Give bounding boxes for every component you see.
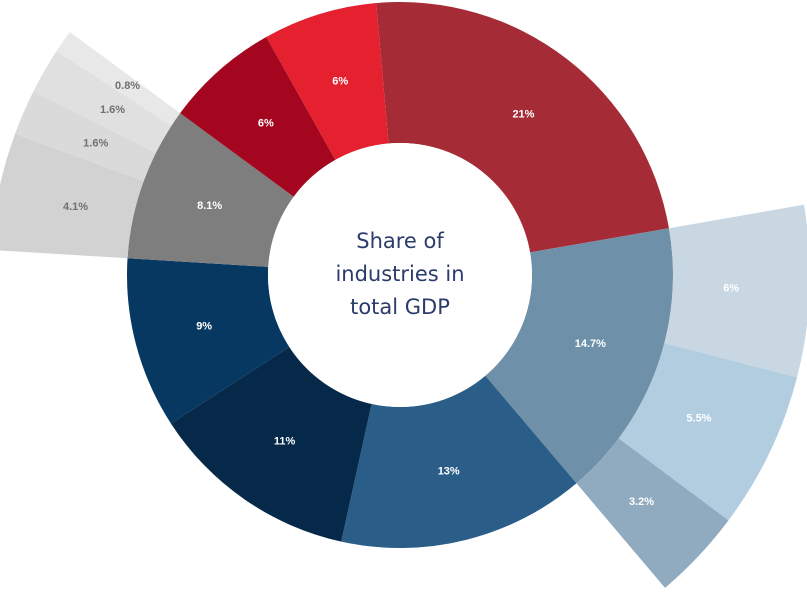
outer-segment xyxy=(56,31,181,126)
inner-segment xyxy=(126,258,290,424)
outer-segment-label: 4.1% xyxy=(63,201,88,213)
inner-ring xyxy=(126,2,674,549)
outer-segment xyxy=(664,204,807,378)
inner-segment xyxy=(376,2,669,253)
inner-segment xyxy=(266,3,389,160)
inner-segment-label: 13% xyxy=(438,466,460,478)
outer-segment-label: 5.5% xyxy=(686,412,711,424)
outer-segment xyxy=(0,133,144,259)
outer-segment-label: 1.6% xyxy=(100,104,125,116)
outer-segment xyxy=(576,438,729,588)
outer-segment xyxy=(15,91,156,182)
inner-segment-label: 14.7% xyxy=(575,338,606,350)
inner-segment-label: 6% xyxy=(258,117,274,129)
inner-segment xyxy=(127,113,294,267)
outer-segment-label: 6% xyxy=(723,282,739,294)
outer-ring xyxy=(0,31,807,588)
chart-center-title: Share of industries in total GDP xyxy=(300,225,500,324)
outer-segment xyxy=(618,343,798,521)
center-title-line-2: industries in xyxy=(335,262,465,286)
inner-segment xyxy=(485,228,674,484)
outer-segment-label: 3.2% xyxy=(629,496,654,508)
inner-segment xyxy=(180,36,336,197)
outer-segment-label: 1.6% xyxy=(83,137,108,149)
outer-segment-label: 0.8% xyxy=(115,80,140,92)
center-hole xyxy=(268,143,532,407)
inner-segment xyxy=(341,375,577,549)
outer-segment xyxy=(33,51,172,153)
inner-segment-label: 9% xyxy=(196,320,212,332)
center-title-line-1: Share of xyxy=(356,229,444,253)
inner-segment-label: 8.1% xyxy=(197,200,222,212)
inner-segment-label: 21% xyxy=(512,108,534,120)
inner-segment-label: 11% xyxy=(274,435,296,447)
center-title-line-3: total GDP xyxy=(350,295,450,319)
inner-segment xyxy=(170,346,372,542)
segment-labels: 21% 14.7% 13% 11% 9% 8.1% 6% 6% 6% 5.5% 3.2% 4.1% 1.… xyxy=(63,76,739,509)
inner-segment-label: 6% xyxy=(332,76,348,88)
